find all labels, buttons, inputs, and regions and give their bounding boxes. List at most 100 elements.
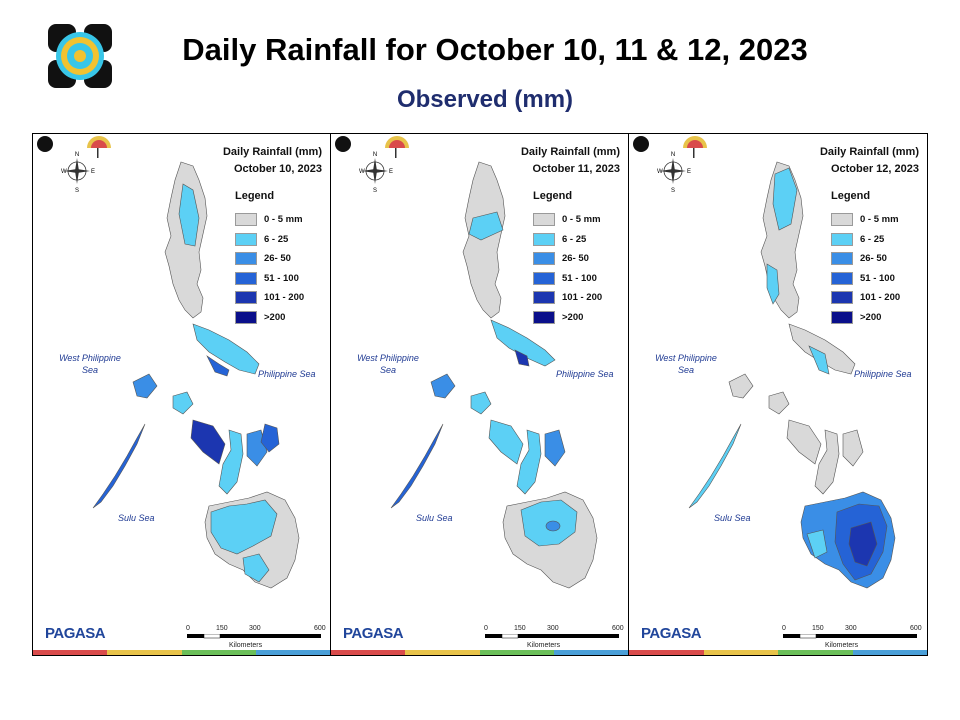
legend-item: 0 - 5 mm	[533, 210, 602, 230]
legend-title: Legend	[235, 190, 275, 202]
svg-text:N: N	[671, 152, 675, 158]
legend-swatch	[831, 213, 853, 227]
color-strip	[629, 650, 927, 655]
legend-item: 101 - 200	[235, 288, 304, 308]
legend-label: 101 - 200	[860, 292, 901, 304]
legend-title: Legend	[533, 190, 573, 202]
scale-tick: 300	[547, 625, 559, 632]
legend-item: >200	[235, 308, 304, 328]
svg-text:E: E	[389, 169, 393, 175]
scale-tick: 150	[514, 625, 526, 632]
legend-item: 6 - 25	[831, 230, 900, 250]
legend: 0 - 5 mm 6 - 25 26- 50 51 - 100 101 - 20…	[533, 210, 602, 327]
legend-label: 0 - 5 mm	[562, 214, 601, 226]
legend-swatch	[235, 291, 257, 305]
pagasa-logo	[37, 136, 111, 158]
page-subtitle: Observed (mm)	[396, 86, 574, 113]
legend-swatch	[533, 252, 555, 266]
scale-unit: Kilometers	[229, 642, 263, 649]
sea-label-sulu: Sulu Sea	[714, 513, 751, 523]
color-strip	[331, 650, 628, 655]
legend-label: >200	[860, 311, 882, 323]
svg-text:S: S	[373, 188, 377, 194]
legend-swatch	[235, 213, 257, 227]
sea-label-philippine: Philippine Sea	[258, 369, 316, 379]
legend-label: 26- 50	[562, 253, 589, 265]
legend-label: 0 - 5 mm	[860, 214, 899, 226]
legend-item: 26- 50	[533, 249, 602, 269]
sea-label-sulu: Sulu Sea	[416, 513, 453, 523]
legend-item: 51 - 100	[831, 269, 900, 289]
legend-item: 6 - 25	[235, 230, 304, 250]
philippines-map	[688, 161, 896, 589]
dost-logo	[48, 24, 112, 88]
svg-text:N: N	[373, 152, 377, 158]
sea-label-west: West Philippine Sea	[655, 353, 717, 375]
sea-label-sulu: Sulu Sea	[118, 513, 155, 523]
scale-tick: 0	[484, 625, 488, 632]
panel-header-date: October 10, 2023	[233, 163, 322, 175]
legend-swatch	[831, 291, 853, 305]
legend-title: Legend	[831, 190, 871, 202]
legend-swatch	[533, 213, 555, 227]
brand-name: PAGASA	[343, 625, 404, 642]
legend-swatch	[235, 310, 257, 324]
legend-swatch	[831, 232, 853, 246]
sea-label-west: West Philippine Sea	[357, 353, 419, 375]
legend-swatch	[831, 310, 853, 324]
scale-bar	[485, 634, 619, 639]
sea-label-west: West Philippine Sea	[59, 353, 121, 375]
scale-tick: 600	[612, 625, 624, 632]
brand-name: PAGASA	[641, 625, 702, 642]
panel-header: Daily Rainfall (mm) October 12, 2023	[789, 144, 919, 178]
sea-label-philippine: Philippine Sea	[556, 369, 614, 379]
panel-header-date: October 11, 2023	[532, 163, 620, 175]
legend-swatch	[533, 271, 555, 285]
sea-label-philippine: Philippine Sea	[854, 369, 912, 379]
legend-label: 51 - 100	[562, 272, 597, 284]
legend-label: 101 - 200	[264, 292, 305, 304]
legend-swatch	[533, 310, 555, 324]
legend-item: >200	[831, 308, 900, 328]
legend-label: 26- 50	[860, 253, 887, 265]
panel-header: Daily Rainfall (mm) October 10, 2023	[192, 144, 322, 178]
brand-name: PAGASA	[45, 625, 106, 642]
svg-text:E: E	[91, 169, 95, 175]
legend-item: 6 - 25	[533, 230, 602, 250]
compass-rose-icon: N S W E	[359, 152, 393, 194]
legend-item: 101 - 200	[533, 288, 602, 308]
scale-tick: 0	[782, 625, 786, 632]
svg-text:W: W	[359, 169, 365, 175]
panel-header-title: Daily Rainfall (mm)	[222, 146, 322, 158]
legend-item: 51 - 100	[533, 269, 602, 289]
scale-bar	[187, 634, 321, 639]
legend-label: 6 - 25	[562, 233, 587, 245]
legend-swatch	[533, 291, 555, 305]
legend-item: 26- 50	[235, 249, 304, 269]
scale-bar	[783, 634, 917, 639]
scale-tick: 0	[186, 625, 190, 632]
philippines-map	[92, 161, 300, 589]
legend-label: 6 - 25	[860, 233, 885, 245]
panel-header-date: October 12, 2023	[830, 163, 919, 175]
scale-tick: 300	[249, 625, 261, 632]
legend-label: 101 - 200	[562, 292, 603, 304]
legend-label: >200	[562, 311, 584, 323]
map-panel-oct-12: N S W E Daily Rainfall (mm) October 12, …	[629, 134, 927, 655]
legend: 0 - 5 mm 6 - 25 26- 50 51 - 100 101 - 20…	[235, 210, 304, 327]
svg-text:W: W	[657, 169, 663, 175]
compass-rose-icon: N S W E	[657, 152, 691, 194]
legend: 0 - 5 mm 6 - 25 26- 50 51 - 100 101 - 20…	[831, 210, 900, 327]
legend-label: 6 - 25	[264, 233, 289, 245]
svg-text:E: E	[687, 169, 691, 175]
map-panel-oct-10: N S W E Daily Rainfall (mm) October 10, …	[33, 134, 331, 655]
legend-swatch	[235, 271, 257, 285]
svg-text:W: W	[61, 169, 67, 175]
legend-item: 51 - 100	[235, 269, 304, 289]
philippines-map	[390, 161, 598, 589]
scale-unit: Kilometers	[825, 642, 859, 649]
svg-text:S: S	[671, 188, 675, 194]
legend-item: 26- 50	[831, 249, 900, 269]
legend-label: 0 - 5 mm	[264, 214, 303, 226]
map-panels: N S W E Daily Rainfall (mm) October 10, …	[32, 133, 928, 656]
